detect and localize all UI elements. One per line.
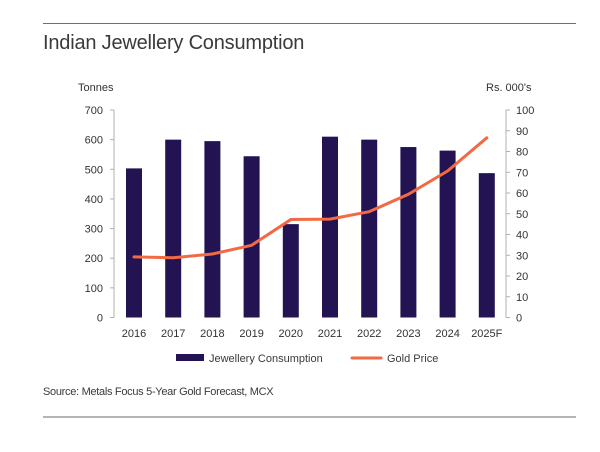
legend-label-gold-price: Gold Price (387, 353, 438, 365)
top-divider (43, 23, 576, 24)
right-axis-tick-label: 60 (516, 188, 528, 200)
right-axis-tick-label: 30 (516, 250, 528, 262)
bar-2024 (439, 150, 456, 318)
left-axis-tick-label: 100 (85, 283, 103, 295)
legend: Jewellery Consumption Gold Price (176, 353, 438, 365)
bar-2018 (204, 141, 221, 318)
left-axis-tick-label: 500 (85, 164, 103, 176)
right-axis-tick-label: 40 (516, 230, 528, 242)
x-axis-label-2018: 2018 (200, 328, 224, 340)
x-axis-label-2024: 2024 (435, 328, 459, 340)
bar-2016 (126, 168, 142, 318)
legend-label-jewellery: Jewellery Consumption (209, 353, 323, 365)
left-axis-tick-label: 700 (85, 105, 103, 117)
x-axis-label-2016: 2016 (122, 328, 146, 340)
x-axis-labels: 2016 2017 2018 2019 2020 2021 2022 2023 2024 2025… (122, 328, 503, 340)
left-axis-title: Tonnes (78, 82, 114, 94)
bars (126, 136, 495, 318)
right-axis-tick-label: 100 (516, 105, 534, 117)
right-axis-tick-label: 20 (516, 271, 528, 283)
right-axis-tick-label: 50 (516, 209, 528, 221)
left-axis-tick-label: 200 (85, 253, 103, 265)
chart-title: Indian Jewellery Consumption (43, 32, 305, 54)
x-axis-label-2023: 2023 (396, 328, 420, 340)
right-axis-tick-label: 70 (516, 167, 528, 179)
x-axis-label-2022: 2022 (357, 328, 381, 340)
gold-price-line (132, 136, 489, 260)
right-axis: 0 10 20 30 40 50 60 70 80 90 100 (505, 105, 534, 325)
bar-2021 (322, 136, 338, 318)
source-note: Source: Metals Focus 5-Year Gold Forecas… (43, 386, 274, 398)
x-axis-label-2017: 2017 (161, 328, 185, 340)
x-axis-label-2021: 2021 (318, 328, 342, 340)
x-axis-label-2025f: 2025F (471, 328, 502, 340)
bar-2017 (165, 139, 182, 318)
bar-2022 (361, 139, 378, 318)
gold-price-line-group (132, 136, 489, 260)
right-axis-tick-label: 80 (516, 147, 528, 159)
x-axis-label-2020: 2020 (279, 328, 303, 340)
x-axis-label-2019: 2019 (239, 328, 263, 340)
bar-2020 (282, 224, 299, 318)
legend-swatch-jewellery (176, 354, 204, 361)
left-axis-tick-label: 300 (85, 224, 103, 236)
right-axis-title: Rs. 000's (486, 82, 532, 94)
right-axis-tick-label: 90 (516, 126, 528, 138)
left-axis: 0 100 200 300 400 500 600 700 (85, 105, 115, 325)
right-axis-tick-label: 10 (516, 292, 528, 304)
right-axis-tick-label: 0 (516, 313, 522, 325)
bar-2023 (400, 147, 417, 318)
bar-2025f (478, 173, 495, 318)
bar-2019 (243, 156, 260, 318)
left-axis-tick-label: 0 (97, 313, 103, 325)
left-axis-tick-label: 400 (85, 194, 103, 206)
bottom-divider (43, 416, 576, 418)
left-axis-tick-label: 600 (85, 135, 103, 147)
